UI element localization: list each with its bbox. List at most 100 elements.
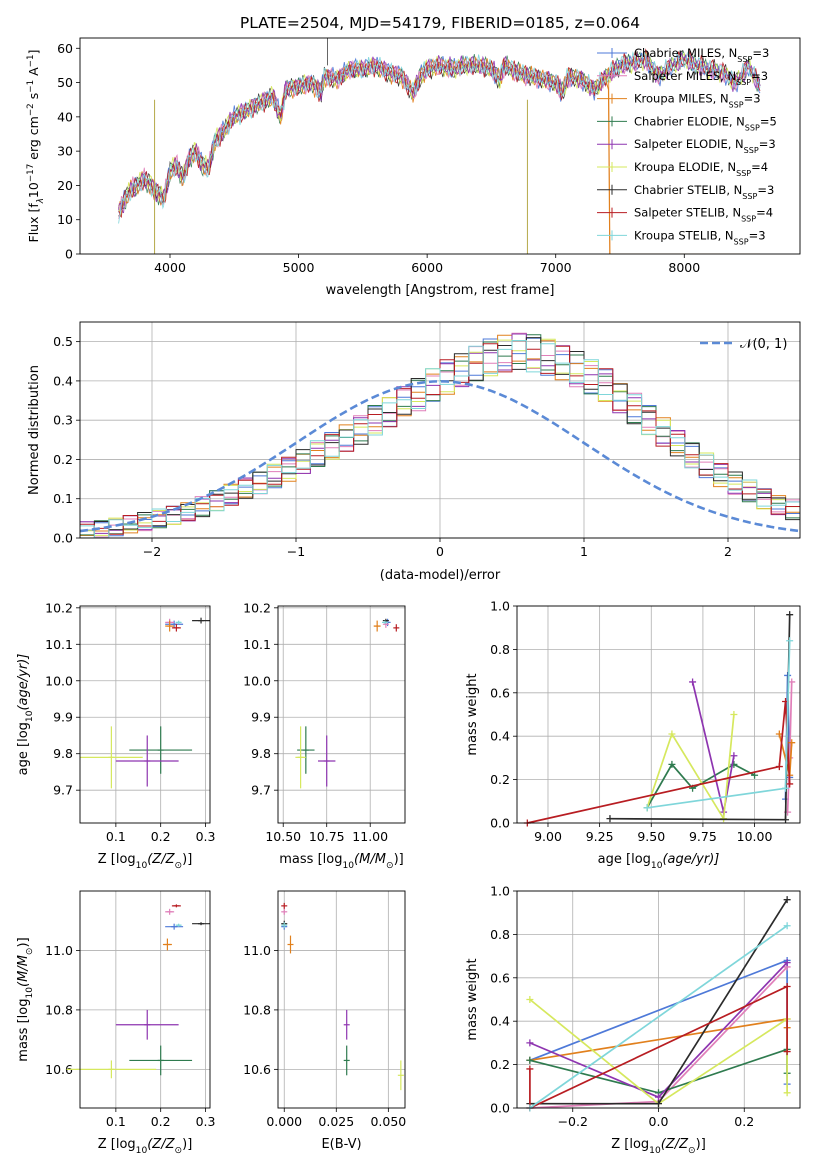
x-tick-label-part: 4000: [154, 260, 186, 275]
x-tick-label-part: −2: [143, 544, 161, 559]
x-tick-label: 0.0: [649, 1114, 669, 1129]
y-tick-label: 10.1: [243, 637, 271, 652]
y-tick-label-part: 0.2: [53, 452, 73, 467]
y-tick-label-part: 0.0: [490, 1101, 510, 1116]
axes-frame: [516, 605, 801, 824]
weight-marker: [643, 804, 651, 812]
spectrum-lines: [118, 38, 761, 254]
x-tick-label: 9.00: [534, 829, 562, 844]
y-axis-label: mass [log10(M/M⊙)]: [16, 937, 35, 1061]
y-tick-label: 0.6: [490, 685, 510, 700]
axes-frame: [79, 605, 211, 824]
y-tick-label: 9.9: [251, 710, 271, 725]
weight-marker: [689, 678, 697, 686]
y-tick-label: 10.1: [45, 637, 73, 652]
x-tick-label-part: 10.75: [309, 829, 345, 844]
x-tick-label-part: 0.000: [266, 1114, 302, 1129]
legend-label-part: SSP: [742, 191, 757, 200]
y-axis-label-part: mass weight: [465, 958, 480, 1040]
y-tick-label: 0.4: [490, 1014, 510, 1029]
spectrum-cutoff: [604, 75, 611, 254]
y-tick-label-part: 10: [57, 212, 73, 227]
y-axis-label-part: (M/M: [16, 955, 31, 987]
age-vs-mass-panel: 10.50 10.75 11.00 9.7 9.8 9.9 10.0 10.1 10.2: [243, 600, 406, 844]
y-tick-label-part: 0.6: [490, 685, 510, 700]
y-axis-label-part: 10: [26, 182, 41, 198]
y-tick-label-part: 9.7: [251, 783, 271, 798]
y-tick-label-part: 1.0: [490, 599, 510, 614]
axes-frame: [79, 37, 801, 255]
y-tick-label-part: 0.4: [490, 1014, 510, 1029]
histogram-step: [80, 334, 800, 536]
y-axis-label-part: 10: [25, 710, 35, 722]
y-tick-label-part: 20: [57, 178, 73, 193]
y-tick-label-part: 10.0: [243, 673, 271, 688]
y-tick-label: 0.6: [490, 970, 510, 985]
weight-line: [529, 998, 788, 1105]
weight-marker: [783, 959, 791, 967]
y-tick-label-part: 10.8: [243, 1002, 271, 1017]
y-tick-label: 9.8: [251, 746, 271, 761]
x-tick-label-part: 0.1: [106, 829, 126, 844]
legend-label: Chabrier STELIB, NSSP=3: [634, 183, 774, 201]
y-tick-label-part: 50: [57, 75, 73, 90]
x-axis-label-part: 10: [136, 1146, 148, 1156]
x-axis-label-part: Z [log: [611, 1137, 649, 1152]
y-tick-label-part: 0.1: [53, 491, 73, 506]
x-tick-label: 0: [436, 544, 444, 559]
y-axis-label-part: mass weight: [465, 673, 480, 755]
x-axis-label-part: )]: [182, 852, 192, 867]
legend-label-part: SSP: [734, 237, 749, 246]
x-axis-label-part: (data-model)/error: [380, 568, 501, 583]
y-axis-label: age [log10(age/yr)]: [16, 654, 35, 776]
weight-marker: [783, 982, 791, 990]
y-tick-label: 9.9: [53, 710, 73, 725]
spectrum-panel: 4000 5000 6000 7000 8000 0 10 20 30 40 50 60 Chabrie…: [57, 37, 801, 275]
histograms: [80, 332, 800, 538]
x-axis-label: Z [log10(Z/Z⊙)]: [98, 1137, 193, 1156]
y-axis-label-part: −17: [26, 164, 36, 182]
y-axis-label-part: (age/yr)]: [16, 654, 31, 711]
y-tick-label: 0.4: [490, 729, 510, 744]
x-tick-label-part: −1: [287, 544, 305, 559]
weight-marker: [782, 816, 790, 824]
weight-marker: [783, 1089, 791, 1097]
weight-marker: [655, 1093, 662, 1101]
y-tick-label: 9.7: [53, 783, 73, 798]
y-tick-label: 9.8: [53, 746, 73, 761]
legend-label-part: SSP: [745, 123, 760, 132]
weight-marker: [730, 711, 738, 718]
x-tick-label: 0.3: [196, 1114, 216, 1129]
x-tick-label: 0.2: [151, 829, 171, 844]
x-tick-label-part: 10.00: [737, 829, 773, 844]
y-tick-label: 10.8: [45, 1002, 73, 1017]
y-tick-label-part: 10.0: [45, 673, 73, 688]
y-tick-label: 60: [57, 41, 73, 56]
x-axis-label-part: Z [log: [98, 1137, 136, 1152]
x-axis-label-part: ⊙: [175, 1146, 183, 1156]
weight-marker: [655, 1100, 662, 1108]
x-tick-label-part: 5000: [283, 260, 315, 275]
y-axis-label-part: mass [log: [16, 999, 31, 1062]
y-axis-label-part: A: [26, 67, 41, 80]
x-tick-label: 10.75: [309, 829, 345, 844]
x-tick-label: −2: [143, 544, 161, 559]
x-tick-label-part: 9.75: [689, 829, 717, 844]
y-tick-label: 0.5: [53, 334, 73, 349]
legend-label-part: Chabrier MILES, N: [634, 46, 737, 60]
legend-label: Chabrier MILES, NSSP=3: [634, 46, 769, 64]
weight-line: [529, 985, 788, 1110]
y-tick-label-part: 10.2: [45, 600, 73, 615]
x-axis-label: (data-model)/error: [380, 568, 501, 583]
histogram-step: [80, 333, 800, 534]
y-axis-label-part: −2: [26, 103, 36, 116]
x-tick-label-part: 2: [724, 544, 732, 559]
x-tick-label: 1: [580, 544, 588, 559]
weight-line: [609, 614, 791, 821]
y-tick-label: 1.0: [490, 599, 510, 614]
y-tick-label: 0.4: [53, 373, 73, 388]
y-tick-label: 40: [57, 109, 73, 124]
x-tick-label: 0.000: [266, 1114, 302, 1129]
weight-line: [529, 925, 788, 1109]
